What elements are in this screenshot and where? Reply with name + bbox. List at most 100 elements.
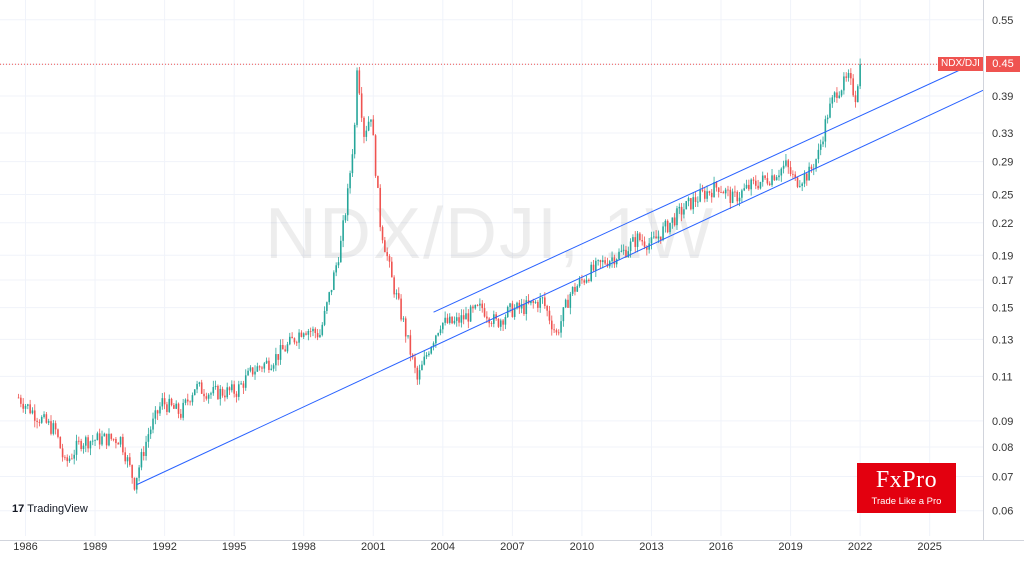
candle [643, 236, 646, 250]
candle [692, 192, 695, 214]
candle [734, 185, 736, 197]
x-tick-label: 1986 [13, 541, 37, 553]
candle [664, 219, 667, 233]
candle [142, 446, 145, 461]
candle [683, 203, 685, 219]
candle [555, 328, 558, 336]
candle [309, 327, 312, 338]
candle [428, 351, 430, 357]
candle [212, 380, 215, 396]
candle [843, 72, 845, 95]
candle [453, 316, 456, 325]
candle [207, 393, 210, 404]
candle [244, 369, 247, 391]
fxpro-brand: FxPro [875, 467, 938, 493]
y-tick-label: 0.06 [992, 506, 1013, 518]
candle [200, 379, 203, 395]
candle [344, 213, 347, 223]
candle [98, 428, 101, 450]
candle [391, 257, 393, 278]
candle [857, 84, 859, 103]
candle [414, 353, 416, 374]
candle [476, 304, 479, 307]
candle [462, 309, 465, 325]
candle [305, 331, 307, 336]
candle [45, 412, 48, 424]
candle [177, 402, 180, 419]
candle [499, 318, 502, 331]
candle [235, 391, 238, 403]
candle [57, 428, 59, 439]
candle [381, 225, 384, 244]
candle [458, 312, 460, 327]
x-tick-label: 2019 [778, 541, 802, 553]
candle [472, 304, 474, 313]
candle [715, 181, 718, 192]
candle [323, 306, 326, 327]
candle [184, 398, 187, 406]
candle [379, 184, 382, 232]
y-tick-label: 0.11 [992, 371, 1013, 383]
candle [333, 270, 335, 291]
candle [168, 394, 171, 413]
price-axis[interactable]: 0.55 0.39 0.33 0.29 0.25 0.22 0.19 0.17 0.15 0.13… [983, 0, 1014, 540]
candle [722, 190, 725, 194]
candle [365, 125, 368, 142]
candle [833, 91, 836, 103]
candle [300, 330, 303, 338]
candle [256, 362, 259, 372]
candle [312, 326, 314, 337]
candle [265, 357, 268, 364]
candle [829, 97, 831, 119]
candle [418, 364, 421, 385]
candle [140, 448, 143, 471]
candle [493, 310, 495, 328]
candle [794, 171, 797, 181]
candle [231, 380, 233, 393]
candle [574, 282, 576, 296]
candle [775, 175, 778, 181]
candle [416, 365, 419, 385]
candle [326, 301, 328, 314]
candle [175, 400, 177, 410]
time-axis[interactable]: 1986 1989 1992 1995 1998 2001 2004 2007 2010 2013… [0, 540, 1024, 554]
candle [632, 234, 634, 242]
candle [490, 321, 493, 327]
x-tick-label: 2010 [570, 541, 594, 553]
candle [115, 437, 117, 449]
candle [166, 401, 168, 416]
fxpro-tagline: Trade Like a Pro [871, 496, 942, 507]
candle [328, 291, 331, 305]
candle [346, 183, 349, 222]
candle [156, 409, 159, 421]
x-tick-label: 2025 [917, 541, 941, 553]
candle [822, 136, 824, 148]
candle [697, 196, 699, 207]
trendline-lower[interactable] [136, 89, 984, 486]
candle [819, 139, 822, 156]
candle [806, 172, 808, 186]
candle [655, 230, 657, 239]
candle [850, 68, 852, 85]
candle [66, 454, 69, 467]
y-tick-label: 0.17 [992, 275, 1013, 287]
candle [47, 418, 50, 426]
candle [402, 316, 405, 323]
candle [799, 180, 801, 188]
candle [724, 187, 727, 199]
trendline-upper[interactable] [433, 58, 984, 313]
candle [254, 365, 256, 380]
candle [237, 380, 240, 401]
candle [604, 256, 606, 266]
candle [838, 91, 841, 99]
candle [666, 219, 669, 234]
candle [636, 230, 639, 253]
candle [395, 289, 398, 300]
candle [859, 58, 861, 90]
candle [641, 234, 643, 246]
tradingview-logo[interactable]: 17 TradingView [12, 503, 88, 515]
candle [270, 364, 273, 371]
candle [288, 332, 291, 346]
candle [495, 311, 497, 321]
